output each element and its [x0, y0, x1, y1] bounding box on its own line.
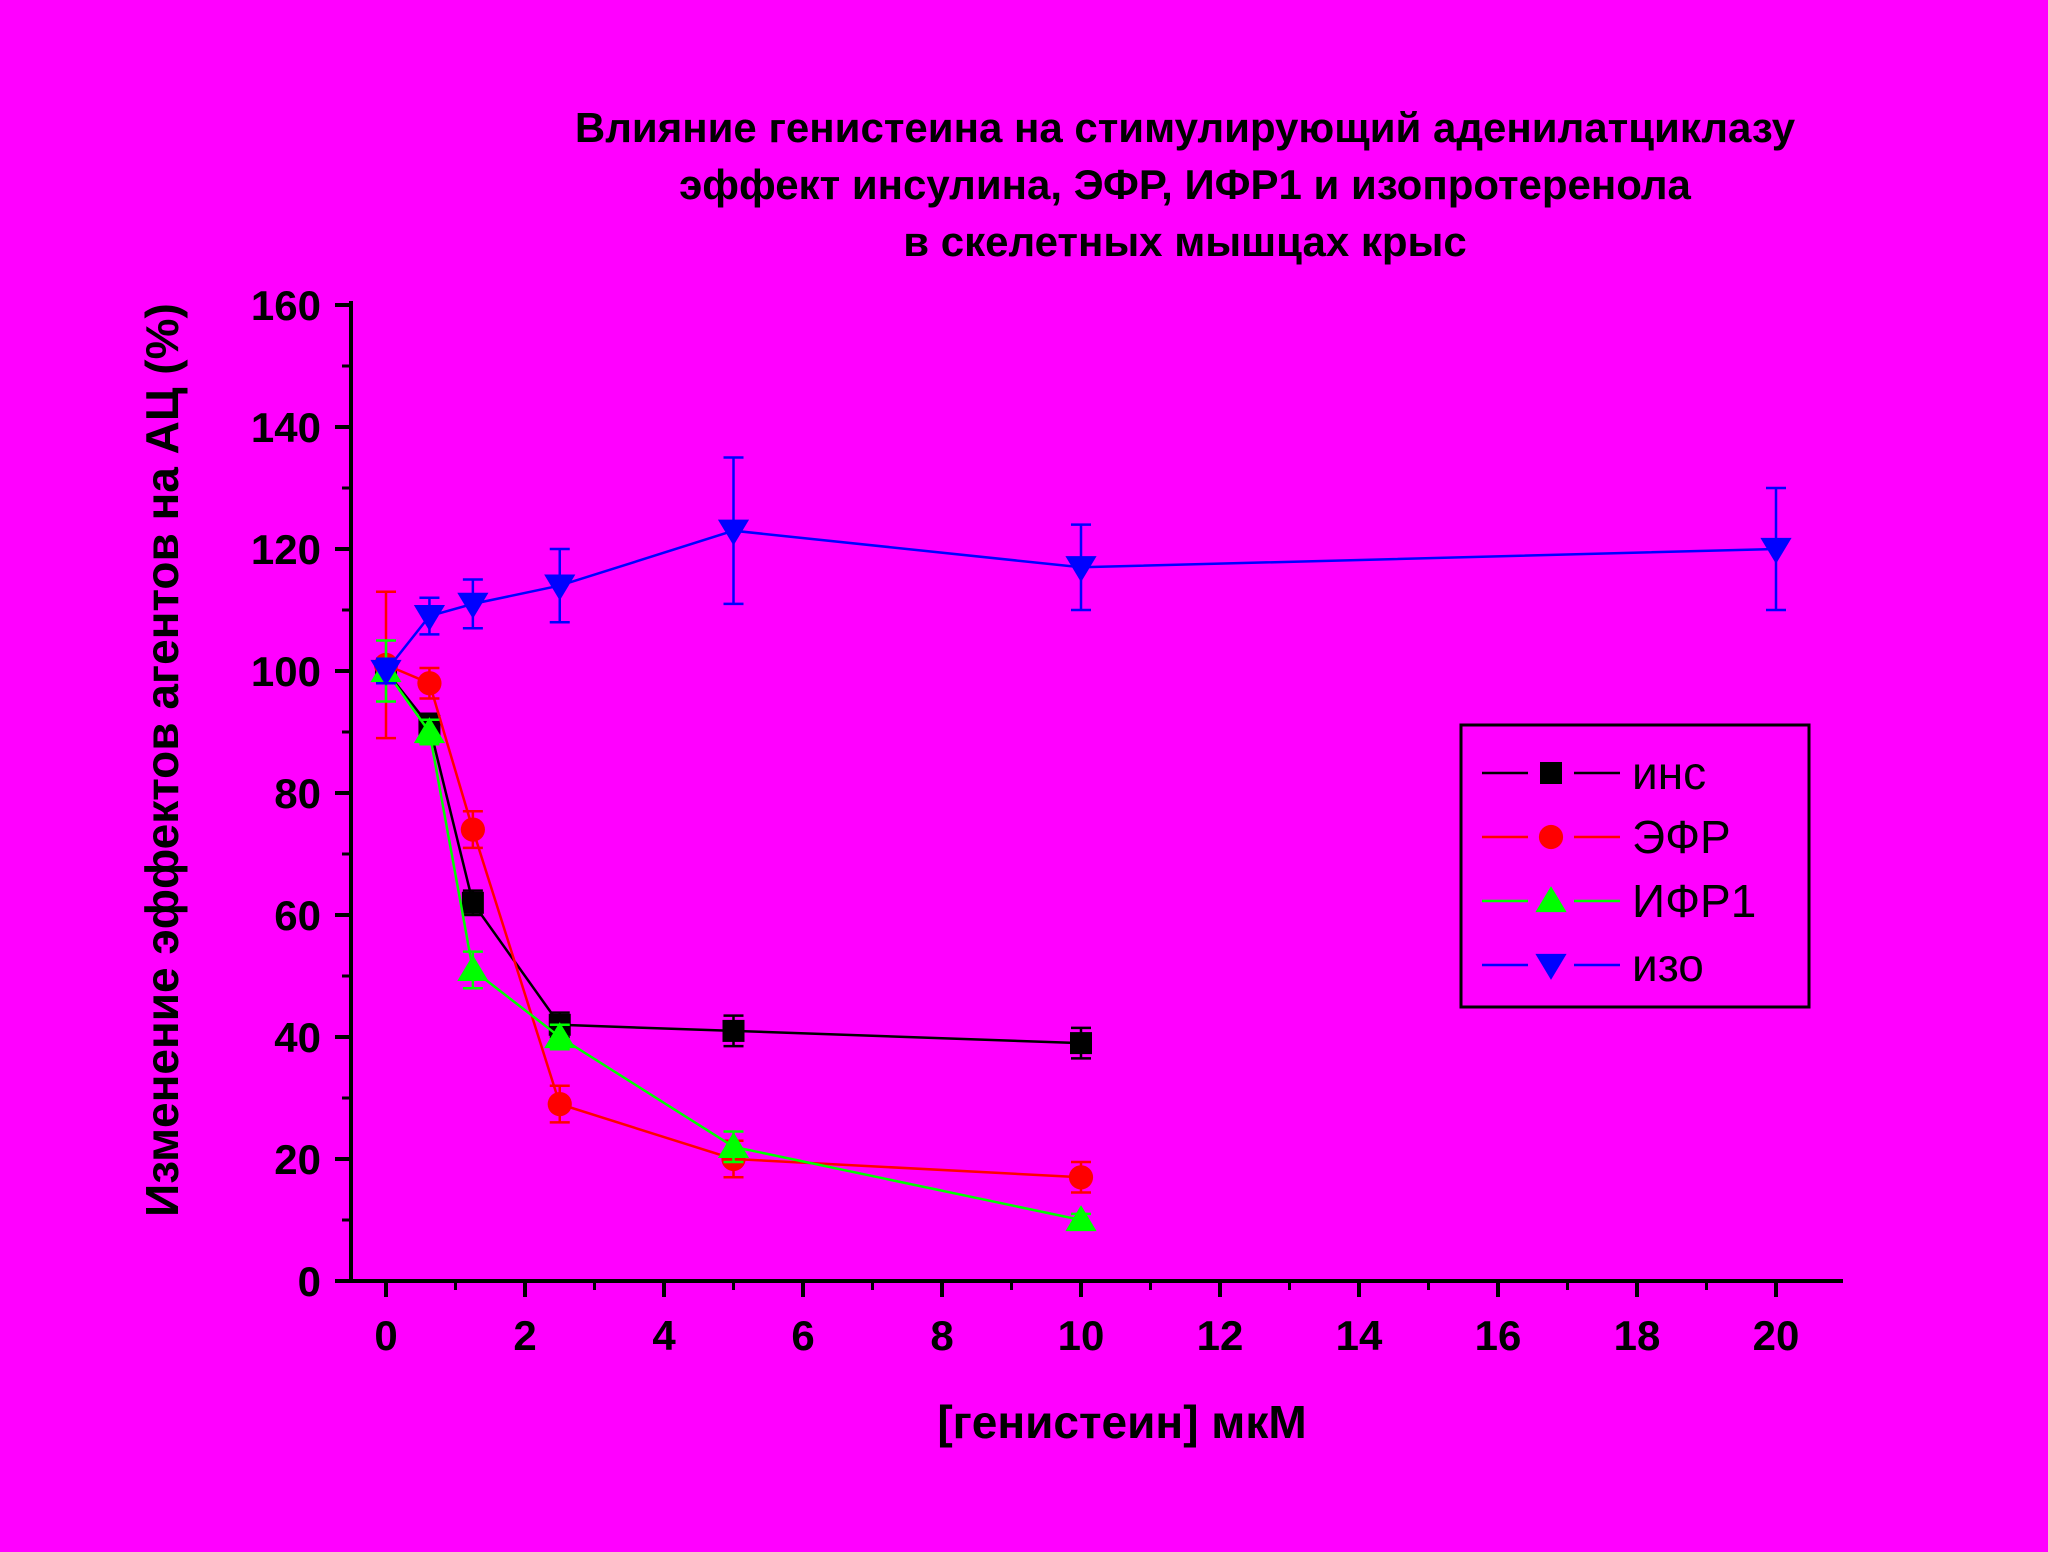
data-point — [547, 1092, 572, 1117]
data-point — [1065, 1205, 1097, 1232]
data-point — [1065, 556, 1097, 583]
legend-marker — [1535, 886, 1567, 913]
x-tick-label-2: 2 — [513, 1312, 536, 1359]
x-tick-label-14: 14 — [1336, 1312, 1383, 1359]
axes: 0 20 40 60 80 100 120 140 160 0 2 4 6 8 10 12 14 16 18 20 — [251, 282, 1843, 1359]
y-tick-label-40: 40 — [274, 1014, 321, 1061]
x-tick-label-4: 4 — [652, 1312, 676, 1359]
data-point — [717, 1131, 750, 1158]
data-point — [1070, 1032, 1092, 1055]
y-tick-label-140: 140 — [251, 404, 321, 451]
series-line-3 — [384, 670, 1082, 1222]
chart-title-line-2: эффект инсулина, ЭФР, ИФР1 и изопротерен… — [679, 161, 1691, 208]
data-point — [717, 519, 750, 546]
series-4 — [370, 456, 1792, 686]
legend-entry-1: инс — [1482, 747, 1706, 799]
y-tick-label-60: 60 — [274, 892, 321, 939]
y-tick-label-80: 80 — [274, 770, 321, 817]
x-tick-label-8: 8 — [930, 1312, 953, 1359]
x-tick-label-18: 18 — [1614, 1312, 1661, 1359]
legend-entry-4: изо — [1482, 939, 1704, 991]
data-point — [457, 955, 489, 982]
y-tick-label-120: 120 — [251, 526, 321, 573]
legend-entry-2: ЭФР — [1482, 811, 1731, 863]
data-point — [722, 1019, 745, 1042]
legend-marker — [1535, 953, 1567, 980]
data-point — [1068, 1165, 1094, 1190]
legend-marker — [1540, 762, 1562, 784]
legend-label: ЭФР — [1632, 811, 1731, 863]
legend-label: ИФР1 — [1632, 875, 1756, 927]
data-point — [370, 659, 402, 686]
chart-title: Влияние генистеина на стимулирующий аден… — [575, 104, 1796, 265]
legend: инс ЭФР ИФР1 изо — [1459, 723, 1811, 1009]
y-tick-label-0: 0 — [298, 1258, 321, 1305]
legend-label: инс — [1632, 747, 1706, 799]
y-tick-label-160: 160 — [251, 282, 321, 329]
data-point — [1760, 537, 1792, 564]
data-point — [460, 817, 485, 842]
x-tick-label-6: 6 — [791, 1312, 814, 1359]
plot-area — [370, 456, 1792, 1232]
x-tick-label-20: 20 — [1753, 1312, 1800, 1359]
x-tick-label-10: 10 — [1058, 1312, 1105, 1359]
legend-label: изо — [1632, 939, 1704, 991]
x-tick-label-16: 16 — [1475, 1312, 1522, 1359]
data-point — [544, 574, 576, 601]
y-tick-label-20: 20 — [274, 1136, 321, 1183]
x-axis-label: [генистеин] мкМ — [937, 1396, 1306, 1448]
legend-entries: инс ЭФР ИФР1 изо — [1482, 747, 1756, 991]
data-point — [413, 717, 446, 744]
x-tick-label-0: 0 — [374, 1312, 397, 1359]
data-point — [413, 604, 446, 631]
chart-title-line-3: в скелетных мышцах крыс — [903, 218, 1467, 265]
data-point — [461, 891, 484, 914]
data-point — [544, 1022, 576, 1049]
data-point — [457, 592, 489, 619]
y-axis-label: Изменение эффектов агентов на АЦ (%) — [136, 303, 188, 1217]
y-tick-label-100: 100 — [251, 648, 321, 695]
legend-marker — [1538, 824, 1564, 850]
chart-title-line-1: Влияние генистеина на стимулирующий аден… — [575, 104, 1796, 151]
series-3 — [370, 639, 1097, 1232]
x-tick-label-12: 12 — [1197, 1312, 1244, 1359]
legend-entry-3: ИФР1 — [1482, 875, 1756, 927]
data-point — [417, 671, 442, 696]
